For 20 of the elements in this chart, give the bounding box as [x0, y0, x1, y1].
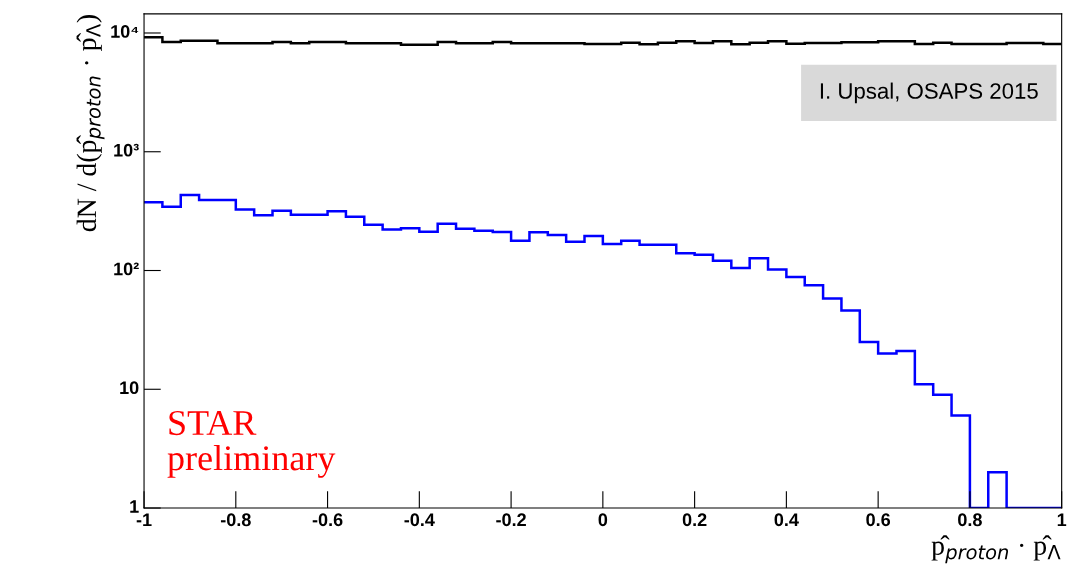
x-tick-label: 0.4 [774, 513, 799, 527]
x-tick-label: -0.6 [312, 513, 343, 527]
y-axis-title: dN / d(p̂$_{proton}$ · p̂$_{Λ}$) [76, 15, 105, 232]
y-tick-label: 10⁴ [111, 25, 139, 38]
y-tick-label: 1 [130, 500, 139, 513]
y-tick-label: 10² [114, 262, 139, 276]
annotation: I. Upsal, OSAPS 2015 [820, 82, 1038, 104]
x-tick-label: 0.8 [958, 513, 982, 527]
x-tick-label: -0.4 [404, 513, 435, 527]
x-tick-label: 0.6 [866, 513, 891, 527]
y-tick-label: 10 [120, 381, 139, 395]
y-tick-label: 10³ [114, 143, 139, 157]
x-tick-label: -1 [136, 513, 152, 526]
x-tick-label: -0.2 [496, 513, 526, 527]
x-tick-label: 0.2 [682, 513, 707, 527]
x-tick-label: 0 [598, 513, 608, 527]
x-tick-label: -0.8 [220, 513, 251, 527]
x-axis-title: p̂$_{proton}$ · p̂$_{Λ}$ [931, 535, 1061, 564]
x-tick-label: 1 [1057, 513, 1067, 526]
annotation: STAR preliminary [167, 410, 336, 478]
